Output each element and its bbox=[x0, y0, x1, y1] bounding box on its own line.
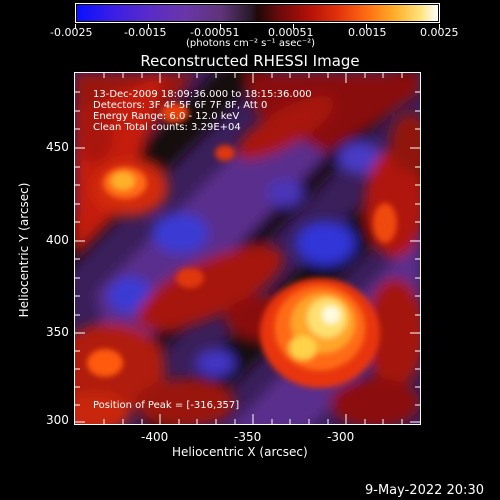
colorbar-tick bbox=[293, 24, 294, 29]
info-line-3: Energy Range: 6.0 - 12.0 keV bbox=[93, 111, 239, 122]
info-line-1: 13-Dec-2009 18:09:36.000 to 18:15:36.000 bbox=[93, 89, 312, 100]
colorbar-tick-label: 0.00051 bbox=[268, 26, 314, 39]
colorbar bbox=[75, 3, 440, 23]
colorbar-tick-label: 0.0025 bbox=[420, 26, 459, 39]
plot-ticks bbox=[75, 73, 420, 424]
timestamp: 9-May-2022 20:30 bbox=[365, 483, 484, 498]
colorbar-tick-label: -0.0025 bbox=[50, 26, 93, 39]
info-line-4: Clean Total counts: 3.29E+04 bbox=[93, 122, 241, 133]
x-tick-label: -300 bbox=[327, 430, 355, 444]
colorbar-tick-label: 0.0015 bbox=[348, 26, 387, 39]
y-axis-label: Heliocentric Y (arcsec) bbox=[17, 182, 31, 318]
x-tick-label: -400 bbox=[141, 430, 169, 444]
colorbar-tick bbox=[75, 24, 76, 29]
colorbar-tick bbox=[148, 24, 149, 29]
x-tick-label: -350 bbox=[234, 430, 262, 444]
rhessi-image-map: 13-Dec-2009 18:09:36.000 to 18:15:36.000… bbox=[75, 73, 420, 424]
colorbar-tick bbox=[220, 24, 221, 29]
info-line-2: Detectors: 3F 4F 5F 6F 7F 8F, Att 0 bbox=[93, 100, 267, 111]
plot-title: Reconstructed RHESSI Image bbox=[140, 52, 360, 70]
y-tick-label: 350 bbox=[46, 325, 69, 339]
y-tick-label: 300 bbox=[46, 413, 69, 427]
x-axis-label: Heliocentric X (arcsec) bbox=[172, 445, 308, 459]
y-tick-label: 450 bbox=[46, 140, 69, 154]
colorbar-units: (photons cm⁻² s⁻¹ asec⁻²) bbox=[186, 38, 316, 49]
colorbar-tick-label: -0.0015 bbox=[124, 26, 167, 39]
colorbar-tick bbox=[366, 24, 367, 29]
rhessi-image: 13-Dec-2009 18:09:36.000 to 18:15:36.000… bbox=[74, 72, 421, 425]
colorbar-tick bbox=[439, 24, 440, 29]
colorbar-tick-label: -0.00051 bbox=[190, 26, 240, 39]
colorbar-gradient bbox=[77, 5, 438, 21]
y-tick-label: 400 bbox=[46, 233, 69, 247]
peak-position: Position of Peak = [-316,357] bbox=[93, 400, 239, 411]
